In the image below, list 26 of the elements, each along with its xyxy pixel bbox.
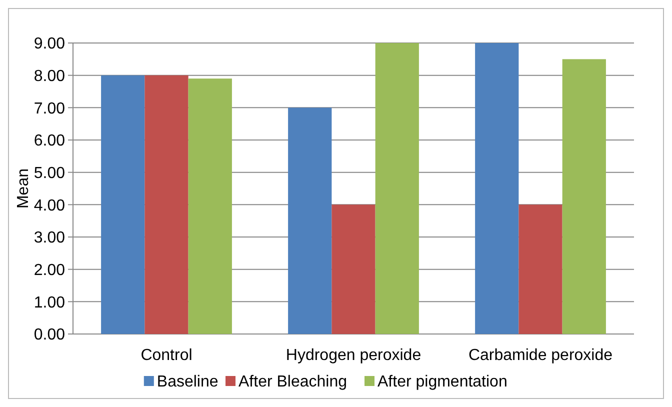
y-tick-label: 0.00 bbox=[34, 326, 66, 344]
y-tick-label: 7.00 bbox=[34, 100, 66, 118]
bar bbox=[562, 59, 606, 334]
y-tick-label: 2.00 bbox=[34, 262, 66, 279]
y-tick-label: 1.00 bbox=[34, 294, 66, 312]
bar bbox=[144, 75, 188, 334]
y-tick-label: 3.00 bbox=[34, 230, 66, 247]
y-axis-title: Mean bbox=[15, 168, 32, 209]
legend-label: After Bleaching bbox=[238, 374, 348, 391]
bar bbox=[475, 43, 519, 334]
bar bbox=[332, 204, 376, 334]
x-tick-label: Carbamide peroxide bbox=[468, 347, 613, 364]
y-tick-label: 4.00 bbox=[34, 197, 66, 214]
bar bbox=[288, 108, 332, 334]
bar bbox=[518, 204, 562, 334]
bar bbox=[101, 75, 145, 334]
y-tick-label: 5.00 bbox=[34, 164, 66, 182]
bar bbox=[188, 78, 232, 334]
y-tick-label: 8.00 bbox=[34, 68, 66, 85]
x-tick-label: Hydrogen peroxide bbox=[286, 347, 422, 364]
bar bbox=[375, 43, 419, 334]
y-tick-label: 9.00 bbox=[34, 36, 66, 53]
legend-label: Baseline bbox=[156, 374, 218, 391]
x-tick-label: Control bbox=[140, 347, 192, 364]
legend-label: After pigmentation bbox=[378, 374, 508, 391]
y-tick-label: 6.00 bbox=[34, 132, 66, 150]
